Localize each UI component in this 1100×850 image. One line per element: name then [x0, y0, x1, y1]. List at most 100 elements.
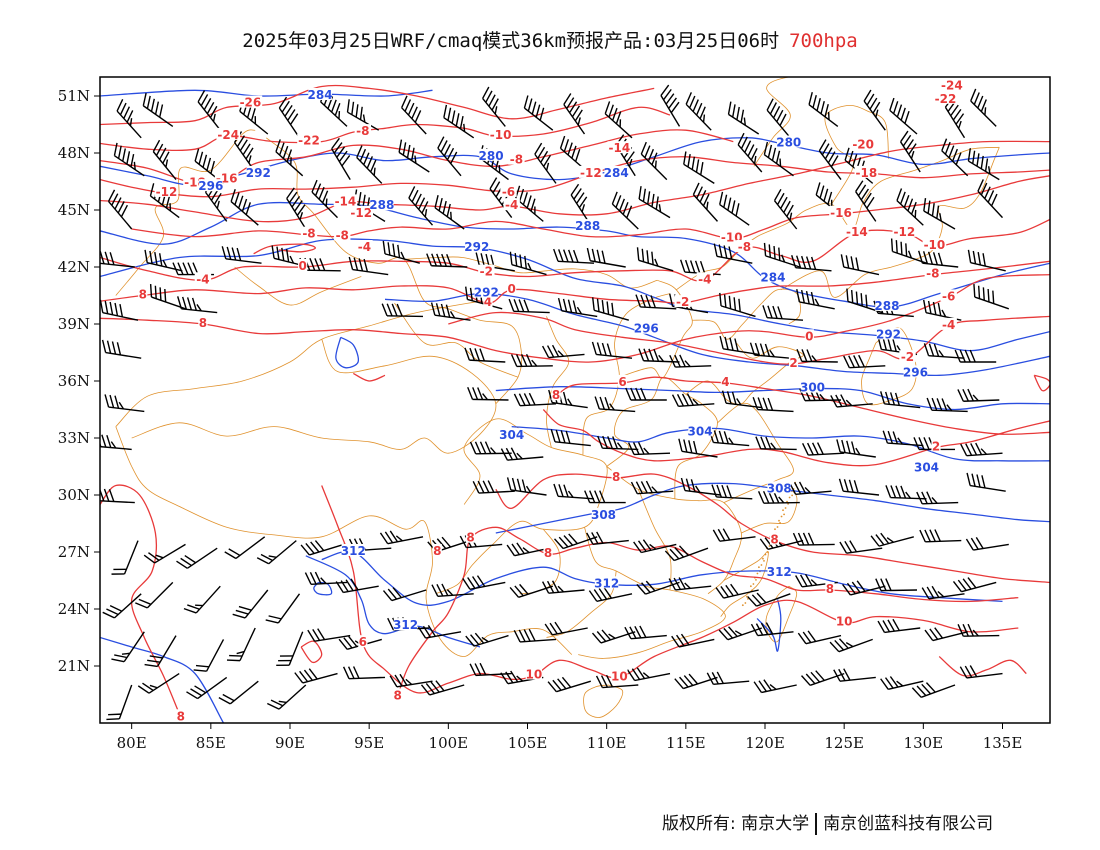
wind-barb — [636, 247, 674, 272]
temperature-label: 6 — [618, 375, 626, 389]
temperature-label-bg — [298, 259, 308, 271]
lon-tick-label: 130E — [904, 734, 944, 752]
temperature-label: -22 — [298, 134, 320, 148]
wind-barb — [509, 583, 554, 598]
height-label: 300 — [800, 381, 825, 395]
temperature-label: -10 — [490, 128, 512, 142]
wind-barb — [829, 638, 873, 653]
wind-barb — [660, 84, 681, 127]
wind-barb — [625, 387, 667, 401]
wind-barb — [838, 478, 880, 496]
wind-barb — [635, 294, 677, 310]
lat-tick-label: 51N — [58, 87, 90, 105]
temperature-contour — [542, 409, 1050, 467]
wind-barb — [102, 593, 142, 619]
wind-barb — [256, 540, 297, 565]
temperature-label: 8 — [466, 531, 474, 545]
wind-barb — [408, 186, 434, 226]
wind-barb — [417, 624, 462, 639]
wind-barb — [348, 256, 389, 276]
height-label-bg — [776, 135, 801, 148]
height-label-bg — [594, 576, 619, 589]
height-label: 280 — [776, 136, 801, 150]
boundary-line — [637, 489, 672, 591]
wind-barb — [750, 622, 794, 637]
wind-barb — [111, 631, 145, 663]
island-dot — [762, 557, 764, 560]
height-label: 284 — [604, 166, 629, 180]
wind-barb — [278, 96, 301, 139]
wind-barb — [923, 299, 962, 321]
height-label: 284 — [308, 88, 333, 102]
wind-barb — [509, 251, 547, 276]
wind-barb — [889, 97, 918, 135]
temperature-label: 8 — [544, 546, 552, 560]
boundary-line — [131, 339, 497, 454]
wind-barb — [719, 191, 750, 226]
island-dot — [780, 515, 783, 518]
height-label-bg — [499, 428, 524, 441]
temperature-label-bg — [432, 544, 442, 556]
height-label: 304 — [499, 428, 524, 442]
wind-barb — [342, 666, 386, 680]
wind-barb — [286, 187, 307, 230]
height-label: 312 — [767, 565, 792, 579]
wind-barb — [398, 139, 430, 173]
temperature-label: 6 — [359, 635, 367, 649]
boundary-line — [692, 288, 801, 340]
temperature-contour — [100, 260, 1050, 304]
height-label-bg — [199, 179, 223, 192]
wind-barb — [818, 139, 842, 181]
wind-barb — [713, 243, 753, 264]
wind-barb — [420, 680, 465, 696]
temperature-label-bg — [696, 272, 714, 285]
wind-barb — [554, 533, 598, 550]
temperature-label-bg — [358, 635, 368, 648]
wind-barb — [674, 673, 718, 690]
wind-barb — [773, 188, 798, 230]
wind-barb — [719, 292, 756, 318]
height-label-bg — [370, 198, 394, 211]
wind-barb — [799, 388, 842, 402]
wind-barb — [890, 238, 927, 264]
wind-barb — [143, 543, 186, 564]
wind-barb — [534, 142, 557, 184]
height-label: 312 — [341, 544, 366, 558]
wind-barb — [594, 396, 636, 413]
island-dot — [784, 507, 787, 509]
temperature-label: -8 — [926, 267, 939, 281]
temperature-contour — [100, 84, 655, 126]
island-dot — [767, 551, 769, 554]
wind-barb — [668, 577, 712, 591]
temperature-label: 8 — [770, 533, 778, 547]
wind-barb — [472, 480, 515, 494]
temperature-label-bg — [579, 165, 603, 178]
wind-barb — [715, 583, 759, 599]
wind-barb — [584, 490, 626, 504]
height-label: 296 — [903, 365, 928, 379]
wind-barb — [966, 472, 1006, 492]
height-label-bg — [688, 424, 712, 437]
wind-barb — [469, 662, 512, 677]
lon-tick-label: 110E — [587, 734, 627, 752]
wind-barb — [437, 136, 462, 177]
temperature-label: -8 — [510, 153, 523, 167]
temperature-contour — [397, 526, 1019, 697]
wind-barb — [218, 680, 259, 705]
lat-tick-label: 45N — [58, 201, 90, 219]
temperature-label-bg — [933, 91, 958, 104]
wind-barb — [683, 151, 715, 184]
wind-barb — [957, 623, 1000, 637]
temperature-label: -8 — [356, 124, 369, 138]
wind-barb — [611, 191, 639, 230]
temperature-label-bg — [216, 127, 241, 140]
wind-barb — [727, 101, 760, 135]
wind-barb — [331, 137, 351, 180]
wind-barb — [467, 387, 509, 401]
height-label-bg — [393, 618, 418, 631]
wind-barb — [144, 635, 177, 668]
wind-barb — [923, 198, 956, 230]
wind-barb — [356, 145, 383, 184]
wind-barb — [967, 249, 1006, 272]
